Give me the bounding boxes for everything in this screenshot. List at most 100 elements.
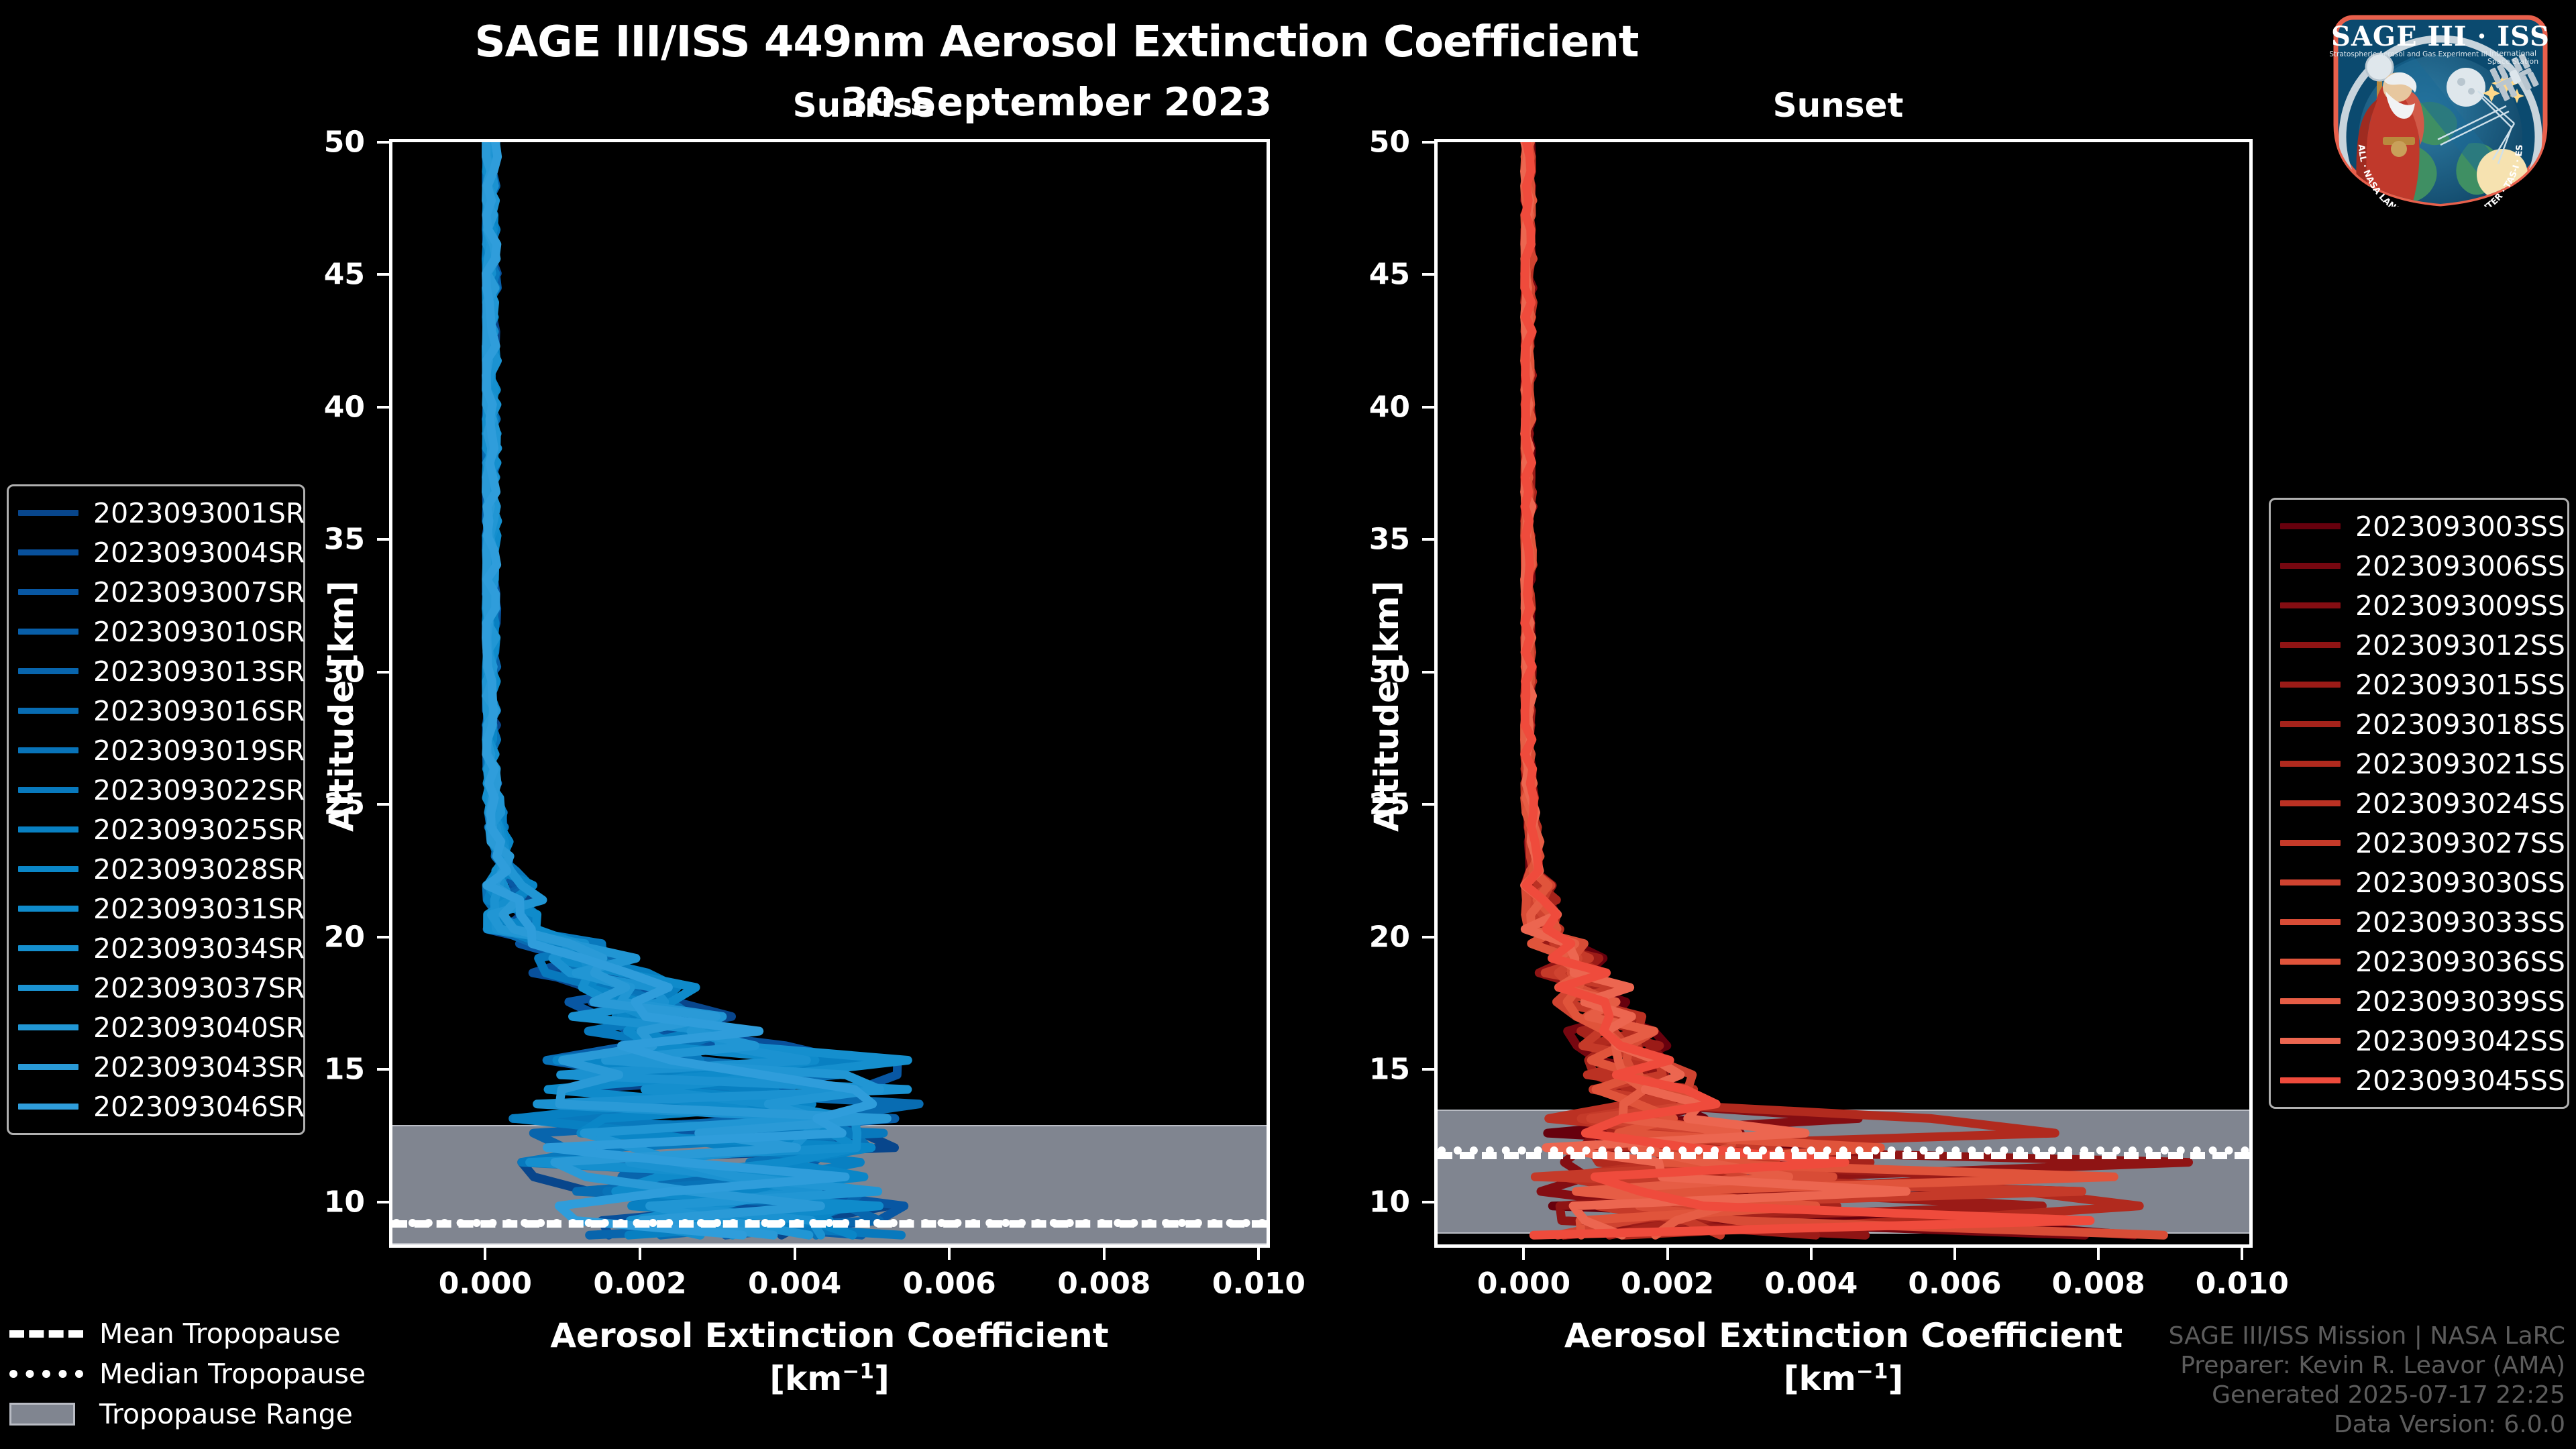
legend-item-label: 2023093007SR xyxy=(93,576,305,608)
y-tick-label: 25 xyxy=(1368,787,1410,822)
x-tick-label: 0.010 xyxy=(2195,1267,2289,1301)
mean-tropopause-label: Mean Tropopause xyxy=(99,1318,341,1350)
x-axis-label-text: Aerosol Extinction Coefficient xyxy=(550,1316,1109,1355)
mean-tropopause-swatch xyxy=(9,1330,83,1338)
legend-item-2023093042SS[interactable]: 2023093042SS xyxy=(2280,1021,2565,1061)
legend-item-2023093013SR[interactable]: 2023093013SR xyxy=(18,651,305,691)
legend-item-label: 2023093001SR xyxy=(93,496,305,529)
legend-item-2023093001SR[interactable]: 2023093001SR xyxy=(18,493,305,533)
legend-item-2023093003SS[interactable]: 2023093003SS xyxy=(2280,506,2565,546)
y-tick-label: 40 xyxy=(323,390,365,425)
legend-item-2023093010SR[interactable]: 2023093010SR xyxy=(18,612,305,651)
legend-item-2023093045SS[interactable]: 2023093045SS xyxy=(2280,1061,2565,1100)
y-tick-label: 20 xyxy=(323,920,365,955)
y-tick-mark xyxy=(377,141,389,144)
legend-item-label: 2023093027SS xyxy=(2355,826,2565,859)
x-tick-label: 0.006 xyxy=(902,1267,996,1301)
legend-color-swatch xyxy=(2280,602,2341,608)
legend-item-label: 2023093033SS xyxy=(2355,906,2565,938)
tropopause-range-swatch xyxy=(9,1403,83,1426)
y-tick-mark xyxy=(1422,1200,1434,1203)
legend-item-2023093021SS[interactable]: 2023093021SS xyxy=(2280,744,2565,784)
legend-color-swatch xyxy=(18,629,78,635)
legend-item-label: 2023093019SR xyxy=(93,734,305,767)
x-tick-mark xyxy=(1666,1248,1669,1260)
median-tropopause-swatch xyxy=(9,1370,83,1378)
legend-item-2023093027SS[interactable]: 2023093027SS xyxy=(2280,823,2565,863)
legend-item-2023093039SS[interactable]: 2023093039SS xyxy=(2280,981,2565,1021)
y-tick-mark xyxy=(1422,273,1434,276)
legend-item-label: 2023093003SS xyxy=(2355,510,2565,543)
x-tick-mark xyxy=(1953,1248,1956,1260)
mean-tropopause-key-glyph xyxy=(9,1330,83,1338)
legend-item-2023093034SR[interactable]: 2023093034SR xyxy=(18,928,305,968)
y-tick-label: 15 xyxy=(1368,1052,1410,1087)
x-tick-label: 0.006 xyxy=(1908,1267,2002,1301)
legend-sunrise[interactable]: 2023093001SR 2023093004SR 2023093007SR 2023… xyxy=(7,484,305,1135)
profile-line-2023093045SS xyxy=(1520,142,2095,1240)
legend-item-2023093046SR[interactable]: 2023093046SR xyxy=(18,1087,305,1126)
x-tick-mark xyxy=(1809,1248,1813,1260)
legend-item-2023093016SR[interactable]: 2023093016SR xyxy=(18,691,305,731)
credit-data-version: Data Version: 6.0.0 xyxy=(2334,1411,2565,1439)
legend-color-swatch xyxy=(18,826,78,833)
legend-item-label: 2023093006SS xyxy=(2355,549,2565,582)
y-tick-mark xyxy=(1422,935,1434,938)
median-tropopause-key-glyph xyxy=(9,1370,83,1378)
legend-item-label: 2023093040SR xyxy=(93,1011,305,1044)
x-tick-label: 0.010 xyxy=(1212,1267,1306,1301)
y-tick-mark xyxy=(377,405,389,409)
legend-item-label: 2023093042SS xyxy=(2355,1024,2565,1057)
legend-item-2023093015SS[interactable]: 2023093015SS xyxy=(2280,665,2565,704)
legend-item-2023093033SS[interactable]: 2023093033SS xyxy=(2280,902,2565,942)
legend-item-label: 2023093039SS xyxy=(2355,985,2565,1018)
legend-item-2023093018SS[interactable]: 2023093018SS xyxy=(2280,704,2565,744)
legend-color-swatch xyxy=(2280,800,2341,806)
profile-line-2023093046SR xyxy=(482,142,877,1240)
y-tick-mark xyxy=(1422,670,1434,674)
legend-item-2023093004SR[interactable]: 2023093004SR xyxy=(18,533,305,572)
legend-item-label: 2023093028SR xyxy=(93,853,305,885)
y-tick-mark xyxy=(377,1068,389,1071)
legend-item-mean-tropopause: Mean Tropopause xyxy=(9,1313,385,1354)
y-tick-label: 10 xyxy=(323,1185,365,1220)
legend-item-label: 2023093016SR xyxy=(93,694,305,727)
profile-line-2023093042SS xyxy=(1520,142,1911,1240)
legend-item-2023093009SS[interactable]: 2023093009SS xyxy=(2280,586,2565,625)
y-tick-mark xyxy=(1422,803,1434,806)
legend-item-2023093022SR[interactable]: 2023093022SR xyxy=(18,770,305,810)
legend-item-2023093043SR[interactable]: 2023093043SR xyxy=(18,1047,305,1087)
figure-date-subtitle: 30 September 2023 xyxy=(841,79,1273,125)
sunrise-profile-traces xyxy=(482,142,924,1240)
legend-item-label: 2023093009SS xyxy=(2355,589,2565,622)
legend-item-2023093037SR[interactable]: 2023093037SR xyxy=(18,968,305,1008)
legend-item-2023093030SS[interactable]: 2023093030SS xyxy=(2280,863,2565,902)
legend-item-tropopause-range: Tropopause Range xyxy=(9,1394,385,1434)
x-axis-unit-sunset: [km−1] xyxy=(1783,1359,1904,1398)
y-tick-label: 35 xyxy=(1368,522,1410,557)
panel-title-sunset: Sunset xyxy=(1772,86,1904,125)
legend-color-swatch xyxy=(18,945,78,951)
y-tick-mark xyxy=(1422,1068,1434,1071)
y-tick-mark xyxy=(377,1200,389,1203)
legend-item-2023093028SR[interactable]: 2023093028SR xyxy=(18,849,305,889)
legend-item-label: 2023093036SS xyxy=(2355,945,2565,978)
y-tick-mark xyxy=(1422,141,1434,144)
plot-area-sunset xyxy=(1434,139,2253,1248)
legend-item-2023093024SS[interactable]: 2023093024SS xyxy=(2280,784,2565,823)
x-tick-label: 0.002 xyxy=(1621,1267,1715,1301)
legend-item-2023093031SR[interactable]: 2023093031SR xyxy=(18,889,305,928)
x-tick-mark xyxy=(1102,1248,1106,1260)
credits-block: SAGE III/ISS Mission | NASA LaRC Prepare… xyxy=(2169,1322,2565,1440)
tropopause-range-key-glyph xyxy=(9,1403,75,1426)
legend-item-2023093012SS[interactable]: 2023093012SS xyxy=(2280,625,2565,665)
legend-item-2023093007SR[interactable]: 2023093007SR xyxy=(18,572,305,612)
legend-item-2023093019SR[interactable]: 2023093019SR xyxy=(18,731,305,770)
legend-item-2023093025SR[interactable]: 2023093025SR xyxy=(18,810,305,849)
y-tick-label: 15 xyxy=(323,1052,365,1087)
legend-item-2023093006SS[interactable]: 2023093006SS xyxy=(2280,546,2565,586)
legend-item-2023093040SR[interactable]: 2023093040SR xyxy=(18,1008,305,1047)
legend-item-2023093036SS[interactable]: 2023093036SS xyxy=(2280,942,2565,981)
legend-sunset[interactable]: 2023093003SS 2023093006SS 2023093009SS 2023… xyxy=(2269,498,2569,1109)
credit-generated: Generated 2025-07-17 22:25 xyxy=(2212,1381,2565,1409)
